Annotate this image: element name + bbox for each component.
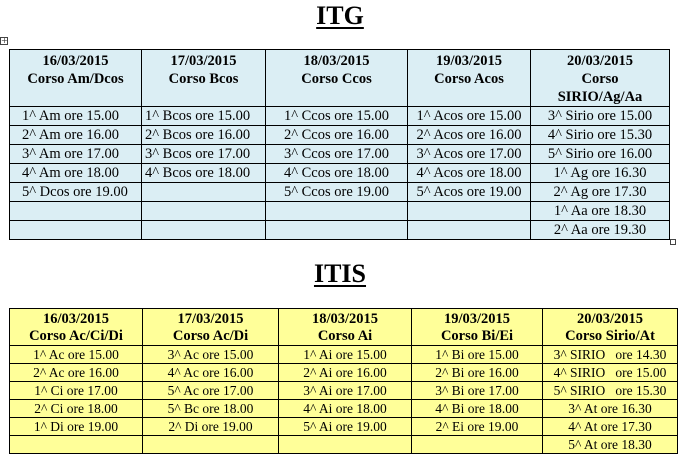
itg-table-cell: 5^ Ccos ore 19.00 — [265, 182, 408, 202]
itis-table-row: 5^ At ore 18.30 — [9, 435, 678, 454]
itg-table-cell: 2^ Ccos ore 16.00 — [265, 125, 408, 145]
itis-table-row: 1^ Di ore 19.00 2^ Di ore 19.00 5^ Ai ore … — [9, 417, 678, 436]
itg-header-row: 16/03/2015 Corso Am/Dcos 17/03/2015 Corso … — [9, 49, 670, 107]
itis-table-cell: 1^ Bi ore 15.00 — [411, 345, 543, 364]
itis-table-cell: 5^ Ac ore 17.00 — [142, 381, 279, 400]
itis-table-cell: 3^ SIRIO ore 14.30 — [542, 345, 678, 364]
itis-table-cell — [278, 435, 412, 454]
itg-table-cell: 2^ Aa ore 19.30 — [530, 220, 670, 240]
itg-table-cell — [9, 220, 142, 240]
itis-table-cell: 4^ Ac ore 16.00 — [142, 363, 279, 382]
itg-table-cell: 1^ Ag ore 16.30 — [530, 163, 670, 183]
itis-header-cell: 16/03/2015 Corso Ac/Ci/Di — [9, 308, 143, 346]
itg-table-row: 3^ Am ore 17.00 3^ Bcos ore 17.00 3^ Ccos … — [9, 144, 670, 164]
table-resize-handle[interactable] — [670, 239, 676, 245]
itis-schedule-table: 16/03/2015 Corso Ac/Ci/Di 17/03/2015 Corso… — [9, 308, 678, 454]
itis-table-cell: 5^ At ore 18.30 — [542, 435, 678, 454]
itg-table-cell: 3^ Acos ore 17.00 — [407, 144, 531, 164]
itg-table-cell: 3^ Sirio ore 15.00 — [530, 106, 670, 126]
itis-table-cell — [9, 435, 143, 454]
itis-header-row: 16/03/2015 Corso Ac/Ci/Di 17/03/2015 Corso… — [9, 308, 678, 346]
itis-table-cell: 5^ SIRIO ore 15.30 — [542, 381, 678, 400]
itg-table-cell: 4^ Bcos ore 18.00 — [141, 163, 266, 183]
itis-table-row: 1^ Ci ore 17.00 5^ Ac ore 17.00 3^ Ai ore … — [9, 381, 678, 400]
itg-table-cell: 1^ Ccos ore 15.00 — [265, 106, 408, 126]
itis-table-cell: 2^ Ai ore 16.00 — [278, 363, 412, 382]
itis-table-cell: 3^ Ai ore 17.00 — [278, 381, 412, 400]
itg-table-cell — [9, 201, 142, 221]
itg-table-cell: 4^ Am ore 18.00 — [9, 163, 142, 183]
itis-table-cell: 1^ Ac ore 15.00 — [9, 345, 143, 364]
itg-header-cell: 18/03/2015 Corso Ccos — [265, 49, 408, 107]
itg-table-cell — [141, 220, 266, 240]
itis-table-cell: 2^ Bi ore 16.00 — [411, 363, 543, 382]
itg-table-row: 5^ Dcos ore 19.00 5^ Ccos ore 19.00 5^ Aco… — [9, 182, 670, 202]
itg-table-cell: 1^ Bcos ore 15.00 — [141, 106, 266, 126]
itg-table-cell: 4^ Acos ore 18.00 — [407, 163, 531, 183]
itg-table-row: 2^ Aa ore 19.30 — [9, 220, 670, 240]
itis-header-cell: 18/03/2015 Corso Ai — [278, 308, 412, 346]
itg-table-cell: 5^ Sirio ore 16.00 — [530, 144, 670, 164]
itg-table-cell — [141, 182, 266, 202]
itis-table-row: 1^ Ac ore 15.00 3^ Ac ore 15.00 1^ Ai ore … — [9, 345, 678, 364]
itg-table-cell: 5^ Dcos ore 19.00 — [9, 182, 142, 202]
itg-header-cell: 17/03/2015 Corso Bcos — [141, 49, 266, 107]
itis-table-cell: 3^ Ac ore 15.00 — [142, 345, 279, 364]
itis-header-cell: 17/03/2015 Corso Ac/Di — [142, 308, 279, 346]
itis-table-cell: 4^ SIRIO ore 15.00 — [542, 363, 678, 382]
itis-table-cell: 5^ Bc ore 18.00 — [142, 399, 279, 418]
itg-table-cell: 1^ Acos ore 15.00 — [407, 106, 531, 126]
itis-table-cell: 3^ At ore 16.30 — [542, 399, 678, 418]
itg-table-cell: 1^ Am ore 15.00 — [9, 106, 142, 126]
itis-header-cell: 20/03/2015 Corso Sirio/At — [542, 308, 678, 346]
itg-table-cell: 1^ Aa ore 18.30 — [530, 201, 670, 221]
itg-title: ITG — [316, 1, 364, 30]
itis-table-row: 2^ Ac ore 16.00 4^ Ac ore 16.00 2^ Ai ore … — [9, 363, 678, 382]
itg-table-row: 1^ Am ore 15.00 1^ Bcos ore 15.00 1^ Ccos … — [9, 106, 670, 126]
itg-table-cell: 2^ Am ore 16.00 — [9, 125, 142, 145]
table-move-handle-icon[interactable]: + — [0, 36, 8, 45]
itg-table-cell — [407, 201, 531, 221]
itis-table-cell: 2^ Ei ore 19.00 — [411, 417, 543, 436]
itg-header-cell: 20/03/2015 Corso SIRIO/Ag/Aa — [530, 49, 670, 107]
itg-table-cell: 4^ Ccos ore 18.00 — [265, 163, 408, 183]
itis-header-cell: 19/03/2015 Corso Bi/Ei — [411, 308, 543, 346]
itis-table-cell: 4^ Ai ore 18.00 — [278, 399, 412, 418]
itis-title: ITIS — [313, 259, 367, 288]
itis-table-row: 2^ Ci ore 18.00 5^ Bc ore 18.00 4^ Ai ore … — [9, 399, 678, 418]
itg-table-cell: 3^ Ccos ore 17.00 — [265, 144, 408, 164]
itg-schedule-table: 16/03/2015 Corso Am/Dcos 17/03/2015 Corso … — [9, 49, 670, 240]
itg-table-cell: 4^ Sirio ore 15.30 — [530, 125, 670, 145]
itis-table-cell: 2^ Di ore 19.00 — [142, 417, 279, 436]
itis-table-cell: 1^ Di ore 19.00 — [9, 417, 143, 436]
itg-table-cell — [265, 201, 408, 221]
itg-table-row: 4^ Am ore 18.00 4^ Bcos ore 18.00 4^ Ccos … — [9, 163, 670, 183]
itis-table-cell: 3^ Bi ore 17.00 — [411, 381, 543, 400]
itg-table-cell: 3^ Am ore 17.00 — [9, 144, 142, 164]
itg-table-row: 1^ Aa ore 18.30 — [9, 201, 670, 221]
itis-table-cell: 4^ At ore 17.30 — [542, 417, 678, 436]
itis-table-cell — [411, 435, 543, 454]
itis-table-cell — [142, 435, 279, 454]
itg-table-cell: 3^ Bcos ore 17.00 — [141, 144, 266, 164]
itg-header-cell: 19/03/2015 Corso Acos — [407, 49, 531, 107]
itg-table-cell: 2^ Bcos ore 16.00 — [141, 125, 266, 145]
itis-table-cell: 2^ Ci ore 18.00 — [9, 399, 143, 418]
itis-table-cell: 1^ Ai ore 15.00 — [278, 345, 412, 364]
itis-table-cell: 1^ Ci ore 17.00 — [9, 381, 143, 400]
itg-table-cell: 2^ Acos ore 16.00 — [407, 125, 531, 145]
itis-table-cell: 2^ Ac ore 16.00 — [9, 363, 143, 382]
itg-table-cell: 5^ Acos ore 19.00 — [407, 182, 531, 202]
itis-table-cell: 4^ Bi ore 18.00 — [411, 399, 543, 418]
itg-table-cell — [407, 220, 531, 240]
itg-table-row: 2^ Am ore 16.00 2^ Bcos ore 16.00 2^ Ccos … — [9, 125, 670, 145]
itg-table-cell: 2^ Ag ore 17.30 — [530, 182, 670, 202]
itis-table-cell: 5^ Ai ore 19.00 — [278, 417, 412, 436]
itg-table-cell — [141, 201, 266, 221]
itg-header-cell: 16/03/2015 Corso Am/Dcos — [9, 49, 142, 107]
itg-table-cell — [265, 220, 408, 240]
